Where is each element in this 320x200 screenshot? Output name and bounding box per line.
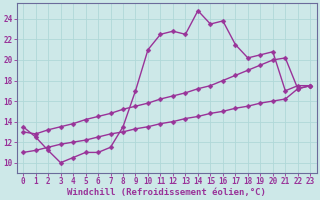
X-axis label: Windchill (Refroidissement éolien,°C): Windchill (Refroidissement éolien,°C) [67,188,266,197]
